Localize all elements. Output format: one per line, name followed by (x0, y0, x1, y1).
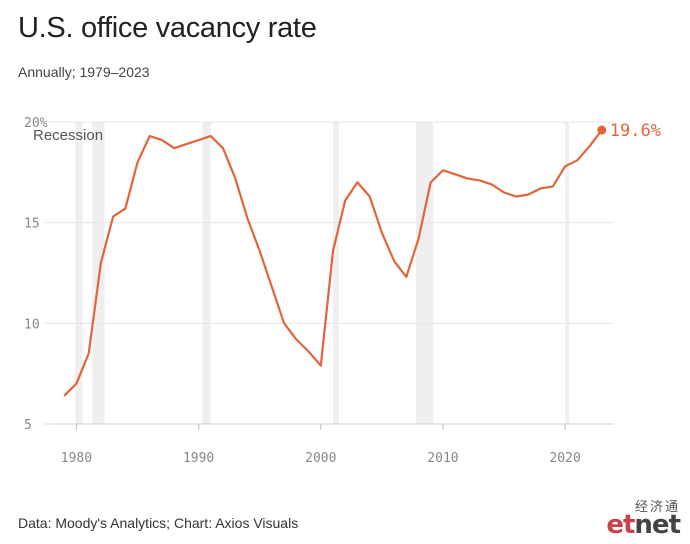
recession-band (75, 122, 83, 424)
y-tick-label: 5 (24, 418, 32, 433)
recession-band (202, 122, 211, 424)
logo-chinese-text: 经济通 (634, 500, 680, 515)
y-tick-label: 15 (24, 217, 40, 232)
y-tick-label: 10 (24, 317, 40, 332)
recession-bands (75, 122, 570, 424)
etnet-watermark-logo: 经济通 etnet (594, 496, 684, 544)
x-tick-label: 2000 (305, 451, 336, 466)
x-tick-label: 1990 (183, 451, 214, 466)
series-line (63, 129, 603, 397)
chart-title: U.S. office vacancy rate (18, 12, 317, 44)
x-tick-label: 1980 (61, 451, 92, 466)
recession-legend-label: Recession (33, 127, 103, 144)
recession-band (333, 122, 340, 424)
recession-band (416, 122, 434, 424)
x-tick-label: 2010 (427, 451, 458, 466)
recession-band (92, 122, 105, 424)
y-axis-ticks: 5 10 15 20% (24, 116, 48, 433)
x-axis-ticks: 1980 1990 2000 2010 2020 (61, 424, 581, 466)
logo-wordmark: etnet (606, 510, 681, 540)
end-value-label: 19.6% (610, 121, 661, 141)
end-point-marker (597, 125, 607, 135)
logo-wordmark-et: et (606, 510, 635, 540)
y-tick-label: 20% (24, 116, 48, 131)
chart-subtitle: Annually; 1979–2023 (18, 64, 150, 80)
recession-band (565, 122, 570, 424)
gridlines (44, 121, 614, 425)
logo-wordmark-net: net (634, 510, 681, 540)
x-tick-label: 2020 (549, 451, 580, 466)
source-note: Data: Moody's Analytics; Chart: Axios Vi… (18, 515, 299, 531)
